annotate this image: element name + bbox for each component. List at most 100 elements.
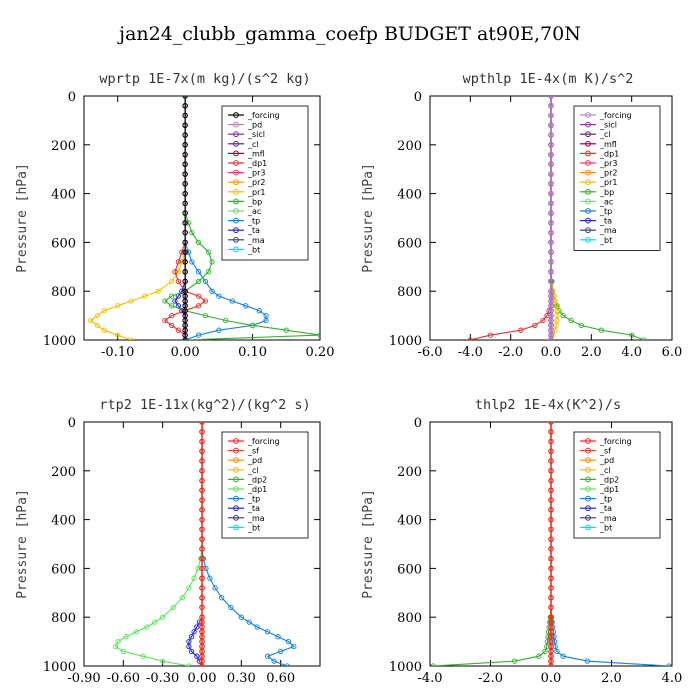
- legend-label: _dp1: [599, 149, 619, 158]
- series-line-ta: [188, 422, 203, 666]
- data-point: [179, 595, 185, 601]
- data-point: [548, 132, 554, 138]
- legend-marker: [585, 227, 591, 234]
- data-point: [182, 220, 188, 226]
- x-tick-label: 0.10: [238, 345, 267, 360]
- data-point: [188, 634, 195, 640]
- data-point: [155, 288, 161, 294]
- data-point: [545, 634, 551, 640]
- data-point: [548, 259, 554, 265]
- legend-marker: [233, 476, 239, 483]
- data-point: [317, 332, 320, 338]
- y-tick-label: 800: [51, 611, 76, 626]
- legend-label: _mfl: [247, 149, 265, 158]
- panel-4: thlp2 1E-4x(K^2)/s Pressure [hPa] 0 200 400 6…: [361, 397, 682, 686]
- data-point: [219, 595, 225, 601]
- data-point: [536, 653, 542, 659]
- data-point: [182, 103, 188, 109]
- data-point: [185, 220, 192, 226]
- legend: _forcing_pd_sicl_cl_mfl_dp1_pr3_pr2_pr1_…: [221, 105, 309, 261]
- legend-marker: [585, 150, 591, 157]
- data-point: [199, 516, 205, 523]
- data-point: [169, 293, 175, 299]
- legend-marker: [233, 514, 239, 521]
- data-point: [256, 308, 262, 314]
- y-tick-label: 600: [51, 562, 76, 577]
- data-point: [548, 249, 554, 255]
- data-point: [542, 648, 548, 655]
- series-group: [467, 96, 647, 340]
- data-point: [548, 468, 554, 474]
- legend: _forcing_sf_pd_cl_dp2_dp1_tp_ta_ma_bt: [221, 431, 309, 539]
- legend-marker: [233, 188, 239, 195]
- data-point: [284, 663, 290, 666]
- y-tick-label: 400: [51, 514, 76, 529]
- data-point: [263, 317, 269, 324]
- data-point: [182, 112, 188, 119]
- legend-marker: [585, 438, 591, 444]
- data-point: [548, 200, 554, 207]
- data-point: [584, 658, 590, 664]
- x-tick-label: 4.0: [662, 671, 683, 686]
- data-point: [216, 327, 222, 333]
- legend-marker: [585, 236, 591, 243]
- legend-marker: [585, 476, 591, 483]
- y-tick-label: 800: [51, 285, 76, 300]
- x-tick-label: 4.0: [621, 345, 642, 360]
- y-tick-label: 200: [397, 465, 422, 480]
- y-tick-label: 800: [397, 285, 422, 300]
- data-point: [548, 619, 554, 625]
- legend-marker: [233, 179, 239, 186]
- data-point: [182, 303, 188, 309]
- data-point: [182, 210, 188, 216]
- data-point: [275, 634, 281, 640]
- data-point: [641, 337, 647, 340]
- legend-marker: [233, 198, 239, 205]
- data-point: [94, 322, 101, 329]
- data-point: [548, 96, 554, 99]
- legend-label: _tp: [599, 207, 612, 216]
- data-point: [142, 293, 148, 299]
- data-point: [169, 303, 175, 309]
- data-point: [199, 555, 205, 562]
- data-point: [199, 526, 205, 533]
- data-point: [140, 653, 146, 659]
- data-point: [554, 312, 560, 319]
- panel-1: wprtp 1E-7x(m kg)/(s^2 kg) Pressure [hPa]…: [15, 71, 334, 360]
- data-point: [487, 332, 494, 338]
- data-point: [203, 565, 209, 572]
- data-point: [551, 638, 558, 645]
- x-tick-label: 0.00: [188, 671, 217, 686]
- legend-marker: [585, 198, 591, 205]
- legend-marker: [233, 140, 239, 147]
- data-point: [202, 278, 209, 285]
- data-point: [548, 229, 554, 236]
- data-point: [548, 526, 554, 533]
- y-axis-label: Pressure [hPa]: [15, 163, 30, 273]
- series-group: [430, 422, 672, 666]
- legend-label: _ma: [247, 514, 265, 523]
- data-point: [548, 497, 554, 503]
- data-point: [548, 122, 554, 128]
- data-point: [548, 220, 554, 226]
- data-point: [548, 288, 554, 294]
- data-point: [199, 643, 205, 650]
- data-point: [548, 555, 554, 562]
- data-point: [548, 565, 554, 572]
- data-point: [189, 259, 195, 265]
- data-point: [115, 638, 121, 645]
- legend-label: _sf: [247, 447, 259, 456]
- data-point: [553, 303, 559, 309]
- series-line-dp2: [432, 422, 552, 666]
- legend-marker: [585, 140, 591, 147]
- legend-label: _dp1: [247, 485, 267, 494]
- y-tick-label: 0: [68, 90, 76, 105]
- y-tick-label: 400: [397, 188, 422, 203]
- data-point: [209, 259, 215, 265]
- x-tick-label: 2.0: [581, 345, 602, 360]
- data-point: [512, 658, 518, 664]
- data-point: [202, 312, 209, 319]
- data-point: [285, 638, 292, 645]
- data-point: [152, 619, 158, 625]
